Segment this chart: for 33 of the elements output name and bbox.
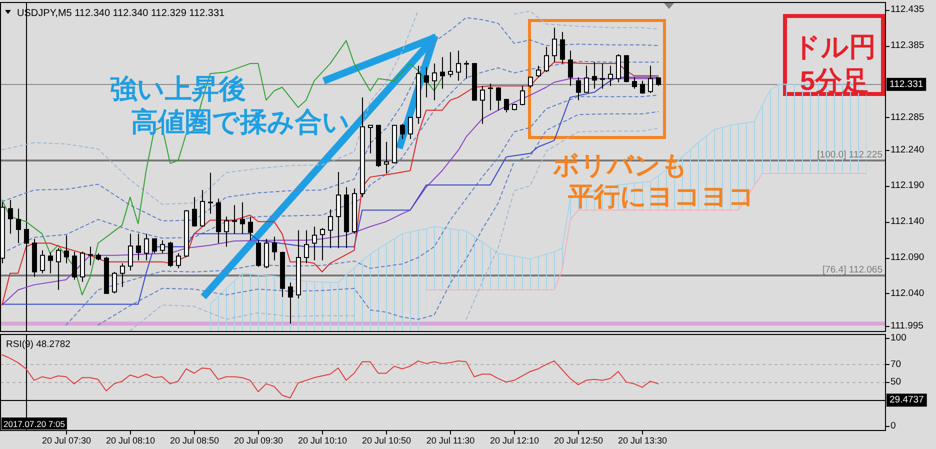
annotation: 平行にヨコヨコ <box>568 181 755 211</box>
x-tick-label: 20 Jul 09:30 <box>234 436 284 446</box>
x-tick-label: 20 Jul 08:10 <box>106 436 156 446</box>
ref-line-label: 112.331 <box>886 78 926 91</box>
ref-line-label: 29.4737 <box>890 394 924 406</box>
annotation: ドル円 <box>793 32 876 62</box>
x-tick-label: 20 Jul 11:30 <box>426 436 475 446</box>
y-tick-label: 100 <box>890 332 906 344</box>
x-tick-label: 20 Jul 13:30 <box>618 436 668 446</box>
y-tick-label: 112.040 <box>890 288 924 299</box>
y-tick-label: 70 <box>890 358 902 370</box>
ref-line-label: 112.331 <box>890 78 924 90</box>
y-tick-label: 111.995 <box>890 320 924 332</box>
y-tick-label: 50 <box>890 376 902 388</box>
ref-line-label: 2017.07.20 7:05 <box>2 418 67 430</box>
x-tick-label: 20 Jul 07:30 <box>42 436 92 446</box>
ref-line-label: [100.0] 112.225 <box>817 150 882 161</box>
x-tick-label: 20 Jul 10:50 <box>362 436 412 446</box>
x-tick-label: 20 Jul 12:10 <box>490 436 540 446</box>
ref-line-label: [76.4] 112.065 <box>822 264 882 276</box>
y-tick-label: 112.285 <box>890 112 924 123</box>
y-tick-label: 112.190 <box>890 180 924 192</box>
x-tick-label: 20 Jul 10:10 <box>298 436 348 446</box>
annotation: ボリバンも <box>553 150 688 180</box>
y-tick-label: 112.240 <box>890 144 924 156</box>
y-tick-label: 0 <box>890 420 896 432</box>
ref-line-label: 29.4737 <box>886 394 927 407</box>
y-tick-label: 112.435 <box>890 4 924 16</box>
y-tick-label: 112.385 <box>890 40 924 52</box>
x-tick-label: 20 Jul 08:50 <box>170 436 220 446</box>
y-tick-label: 112.140 <box>890 216 924 228</box>
x-tick-label: 20 Jul 12:50 <box>554 436 604 446</box>
y-tick-label: 112.090 <box>890 252 924 263</box>
